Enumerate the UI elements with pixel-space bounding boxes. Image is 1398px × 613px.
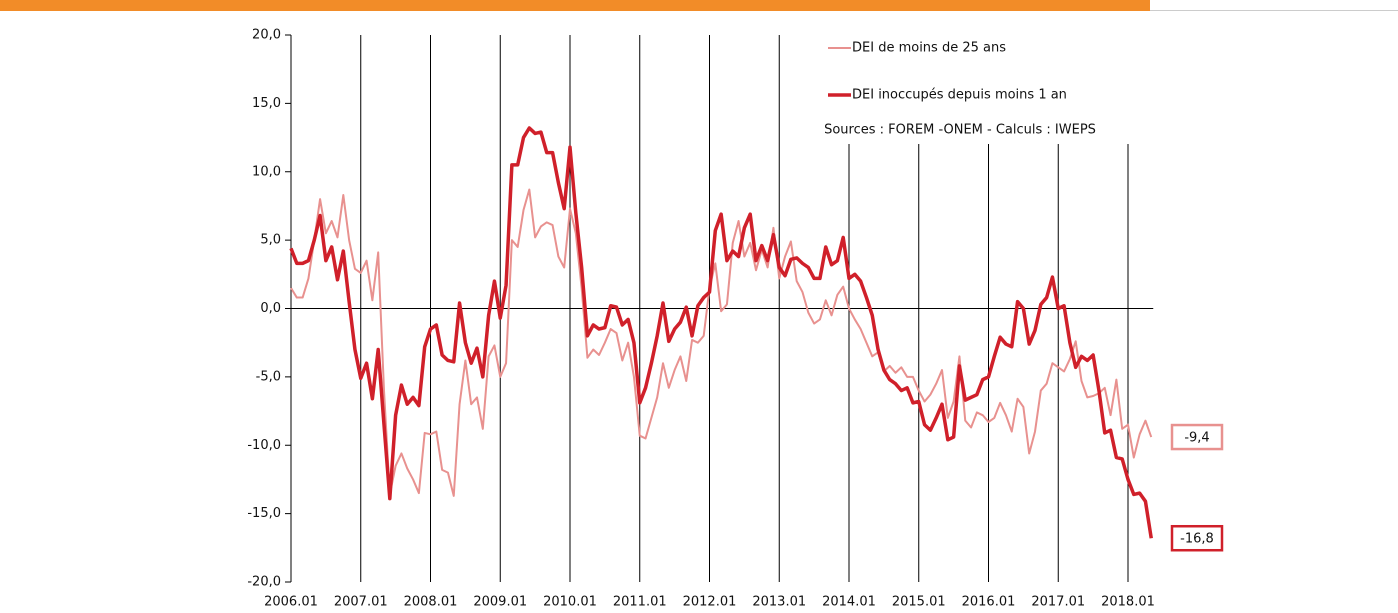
y-tick-label: 5,0: [260, 233, 281, 248]
y-tick-label: -15,0: [247, 506, 281, 521]
series-line: [290, 188, 1153, 497]
x-tick-label: 2017.01: [1031, 595, 1085, 610]
series-line: [289, 126, 1153, 539]
x-tick-label: 2012.01: [683, 595, 737, 610]
x-tick-label: 2010.01: [543, 595, 597, 610]
end-label: -9,4: [1184, 431, 1209, 446]
x-tick-label: 2016.01: [962, 595, 1016, 610]
y-tick-label: 15,0: [252, 96, 281, 111]
source: Sources : FOREM -ONEM - Calculs : IWEPS: [824, 123, 1096, 138]
x-tick-label: 2015.01: [892, 595, 946, 610]
y-tick-label: -20,0: [247, 575, 281, 590]
x-tick-label: 2007.01: [334, 595, 388, 610]
legend-bg: [792, 30, 1162, 144]
legend-label: DEI inoccupés depuis moins 1 an: [852, 88, 1067, 103]
y-tick-label: 10,0: [252, 164, 281, 179]
grid: [285, 34, 1154, 583]
x-tick-label: 2013.01: [752, 595, 806, 610]
x-tick-label: 2009.01: [473, 595, 527, 610]
y-tick-label: -5,0: [256, 369, 281, 384]
end-label-box: [1170, 524, 1224, 552]
x-tick-label: 2018.01: [1101, 595, 1155, 610]
y-tick-label: 0,0: [260, 301, 281, 316]
end-label-box: [1170, 423, 1224, 451]
x-tick-label: 2008.01: [404, 595, 458, 610]
x-tick-label: 2014.01: [822, 595, 876, 610]
x-tick-label: 2006.01: [264, 595, 318, 610]
legend-label: DEI de moins de 25 ans: [852, 41, 1006, 56]
y-tick-label: -10,0: [247, 438, 281, 453]
y-tick-label: 20,0: [252, 28, 281, 43]
header-bar: [0, 0, 1150, 11]
x-tick-label: 2011.01: [613, 595, 667, 610]
end-label: -16,8: [1180, 532, 1214, 547]
